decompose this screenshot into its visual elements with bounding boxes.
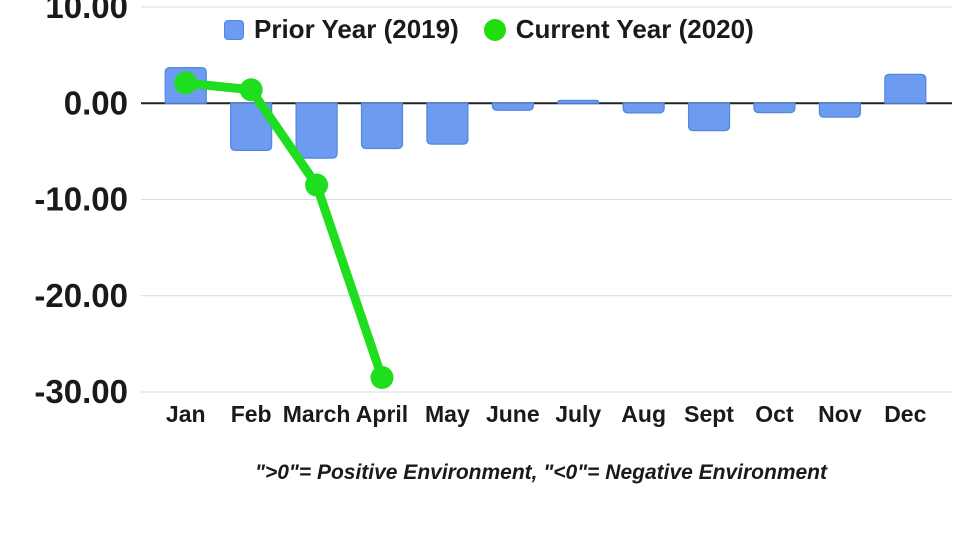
svg-text:June: June [486, 401, 540, 427]
svg-text:March: March [283, 401, 351, 427]
svg-text:Oct: Oct [755, 401, 794, 427]
svg-text:Dec: Dec [884, 401, 926, 427]
svg-text:-20.00: -20.00 [34, 277, 128, 314]
svg-text:0.00: 0.00 [64, 84, 128, 121]
svg-text:April: April [356, 401, 408, 427]
svg-text:Aug: Aug [621, 401, 666, 427]
svg-text:10.00: 10.00 [45, 0, 128, 25]
svg-text:July: July [555, 401, 601, 427]
svg-text:Sept: Sept [684, 401, 734, 427]
svg-text:Feb: Feb [231, 401, 272, 427]
svg-text:May: May [425, 401, 470, 427]
svg-text:-30.00: -30.00 [34, 373, 128, 410]
svg-text:Jan: Jan [166, 401, 206, 427]
svg-text:Nov: Nov [818, 401, 862, 427]
svg-text:-10.00: -10.00 [34, 181, 128, 218]
